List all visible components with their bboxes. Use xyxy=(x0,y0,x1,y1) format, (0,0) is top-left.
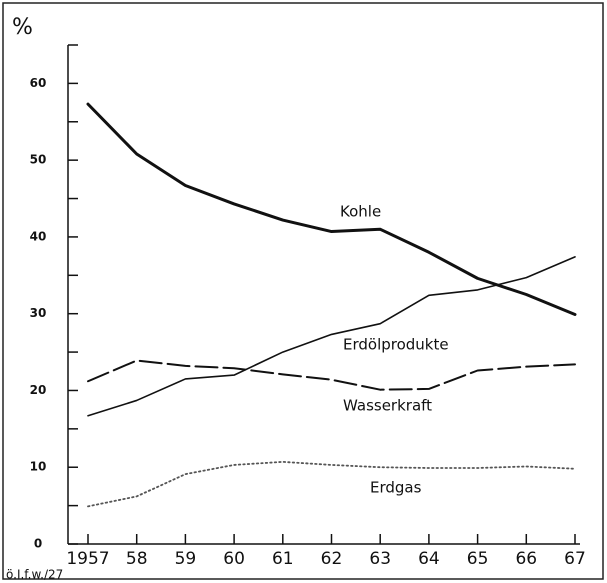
x-tick-label: 62 xyxy=(321,549,343,569)
note: ö.I.f.w./27 xyxy=(6,568,63,582)
x-tick-label: 60 xyxy=(223,549,245,569)
x-tick-label: 58 xyxy=(126,549,148,569)
y-axis-label: % xyxy=(12,15,33,40)
y-tick-label: 30 xyxy=(30,306,47,320)
y-tick-label: 50 xyxy=(30,153,47,167)
x-tick-label: 59 xyxy=(175,549,197,569)
x-tick-label: 1957 xyxy=(66,549,109,569)
series-line xyxy=(86,102,577,316)
y-tick-label: 20 xyxy=(30,383,47,397)
y-tick-label: 10 xyxy=(30,460,47,474)
x-tick-label: 67 xyxy=(564,549,586,569)
y-tick-label: 40 xyxy=(30,229,47,243)
x-tick-label: 61 xyxy=(272,549,294,569)
series-label: Kohle xyxy=(340,203,381,221)
y-tick-label: 0 xyxy=(34,537,42,551)
x-tick-label: 65 xyxy=(467,549,489,569)
series-line xyxy=(87,359,576,391)
y-tick-label: 60 xyxy=(30,76,47,90)
series-label: Erdgas xyxy=(370,479,422,497)
series-line xyxy=(87,256,576,417)
x-tick-label: 64 xyxy=(418,549,440,569)
x-tick-label: 66 xyxy=(515,549,537,569)
series-label: Erdölprodukte xyxy=(343,336,449,354)
x-tick-label: 63 xyxy=(369,549,391,569)
series-line xyxy=(87,460,576,508)
series-label: Wasserkraft xyxy=(343,397,432,415)
